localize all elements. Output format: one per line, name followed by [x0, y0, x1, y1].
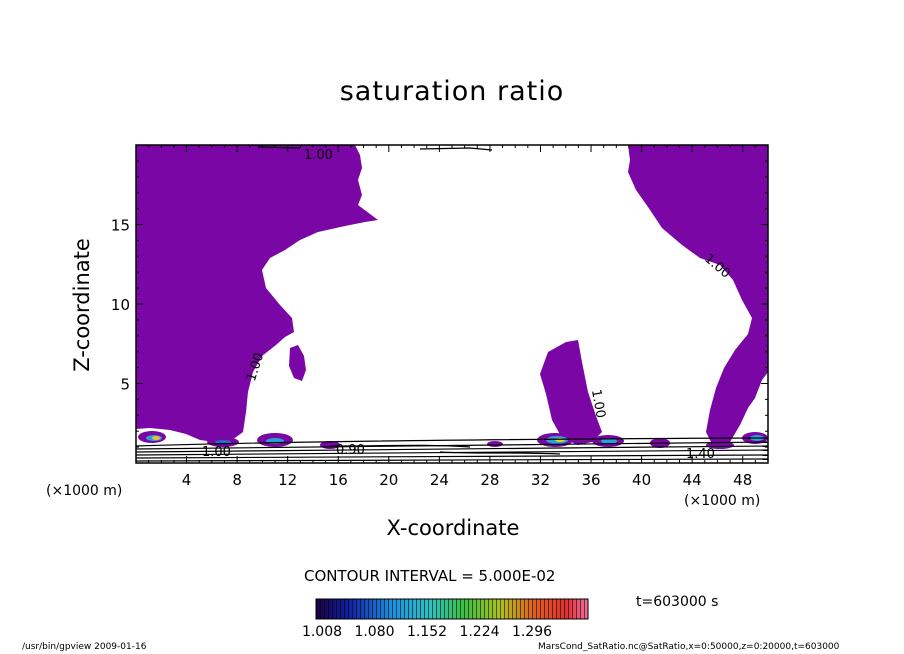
footer-left: /usr/bin/gpview 2009-01-16	[22, 642, 147, 652]
x-tick-label: 4	[182, 471, 192, 489]
chart-title: saturation ratio	[339, 76, 565, 107]
x-tick-label: 24	[430, 471, 449, 489]
x-tick-label: 12	[278, 471, 297, 489]
contour-label-group: 1.00 1.00 1.00 1.00 0.90 1.00 1.40	[202, 148, 733, 462]
colorbar-label: 1.296	[512, 624, 552, 640]
contour-label: 1.40	[686, 447, 715, 462]
region-plume	[540, 340, 602, 445]
region-left	[136, 145, 378, 442]
colorbar-stripes	[316, 599, 588, 619]
x-unit-right: (×1000 m)	[684, 493, 761, 509]
contour-label: 1.00	[202, 445, 231, 460]
colorbar-labels: 1.008 1.080 1.152 1.224 1.296	[302, 624, 552, 640]
region-right	[628, 145, 768, 444]
x-tick-label: 48	[733, 471, 752, 489]
region-blob	[289, 345, 306, 381]
colorbar-frame	[315, 598, 589, 620]
x-tick-label: 28	[480, 471, 499, 489]
x-unit-left: (×1000 m)	[46, 483, 123, 499]
colorbar-label: 1.224	[459, 624, 499, 640]
contour-lines	[136, 146, 768, 462]
x-tick-label: 36	[581, 471, 600, 489]
footer-right: MarsCond_SatRatio.nc@SatRatio,x=0:50000,…	[538, 642, 840, 652]
x-axis-label: X-coordinate	[0, 516, 904, 540]
x-tick-label: 32	[531, 471, 550, 489]
colorbar-label: 1.008	[302, 624, 342, 640]
contour-label: 1.00	[588, 388, 608, 419]
colorbar-label: 1.152	[407, 624, 447, 640]
contour-label: 1.00	[304, 148, 333, 163]
x-tick-label: 8	[232, 471, 242, 489]
surface-cells	[138, 431, 768, 449]
colorbar: 1.008 1.080 1.152 1.224 1.296	[302, 598, 589, 640]
colorbar-label: 1.080	[354, 624, 394, 640]
x-tick-label: 44	[683, 471, 702, 489]
contour-label: 0.90	[336, 443, 365, 458]
contour-field: 1.00 1.00 1.00 1.00 0.90 1.00 1.40	[136, 145, 768, 462]
time-label: t=603000 s	[636, 594, 719, 610]
x-tick-label: 40	[632, 471, 651, 489]
x-tick-label: 20	[379, 471, 398, 489]
x-tick-label: 16	[329, 471, 348, 489]
y-tick-label: 10	[111, 296, 130, 314]
y-tick-label: 15	[111, 217, 130, 235]
contour-interval-text: CONTOUR INTERVAL = 5.000E-02	[304, 567, 556, 585]
x-axis-label-text: X-coordinate	[386, 516, 520, 540]
y-tick-label: 5	[120, 376, 130, 394]
